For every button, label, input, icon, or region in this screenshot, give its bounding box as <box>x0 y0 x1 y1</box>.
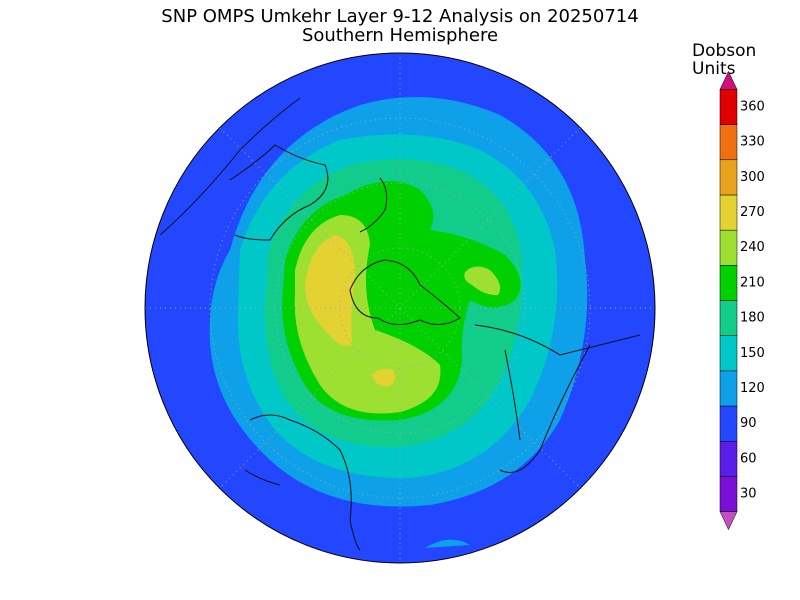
colorbar-box <box>719 335 738 372</box>
colorbar-over <box>719 70 738 90</box>
coastline <box>159 97 329 241</box>
colorbar-tick-label: 210 <box>740 275 765 290</box>
coastline <box>349 259 461 325</box>
colorbar-label: Dobson <box>692 41 756 61</box>
colorbar-tick-label: 60 <box>740 451 757 466</box>
colorbar-tick-label: 90 <box>740 416 757 431</box>
colorbar-box <box>719 440 738 477</box>
colorbar-box <box>719 405 738 442</box>
coastline <box>474 324 641 473</box>
colorbar-tick-label: 30 <box>740 487 757 502</box>
colorbar-tick-label: 270 <box>740 205 765 220</box>
colorbar-tick-label: 150 <box>740 346 765 361</box>
colorbar-box <box>719 476 738 512</box>
coastline <box>244 177 388 551</box>
map-border <box>144 52 656 564</box>
title: SNP OMPS Umkehr Layer 9-12 Analysis on 2… <box>161 6 638 27</box>
subtitle: Southern Hemisphere <box>302 25 498 46</box>
colorbar-tick-label: 360 <box>740 100 765 115</box>
colorbar-tick-label: 240 <box>740 240 765 255</box>
colorbar-tick-label: 300 <box>740 170 765 185</box>
colorbar-box <box>719 300 738 336</box>
colorbar-under <box>719 511 738 531</box>
colorbar-box <box>719 265 738 301</box>
colorbar-tick-label: 330 <box>740 135 765 150</box>
map <box>144 52 656 564</box>
map-region <box>372 368 395 387</box>
map-region <box>425 539 470 548</box>
colorbar-box <box>719 124 738 161</box>
colorbar: 30 60 90 120 150 180 210 240 270 300 330 360 <box>719 70 765 531</box>
map-region <box>464 266 501 296</box>
colorbar-tick-label: 120 <box>740 381 765 396</box>
colorbar-box <box>719 370 738 407</box>
colorbar-box <box>719 194 738 231</box>
colorbar-label: Units <box>692 59 736 79</box>
colorbar-tick-label: 180 <box>740 311 765 326</box>
map-region <box>305 235 355 346</box>
colorbar-box <box>719 229 738 266</box>
colorbar-box <box>719 89 738 125</box>
colorbar-box <box>719 159 738 196</box>
